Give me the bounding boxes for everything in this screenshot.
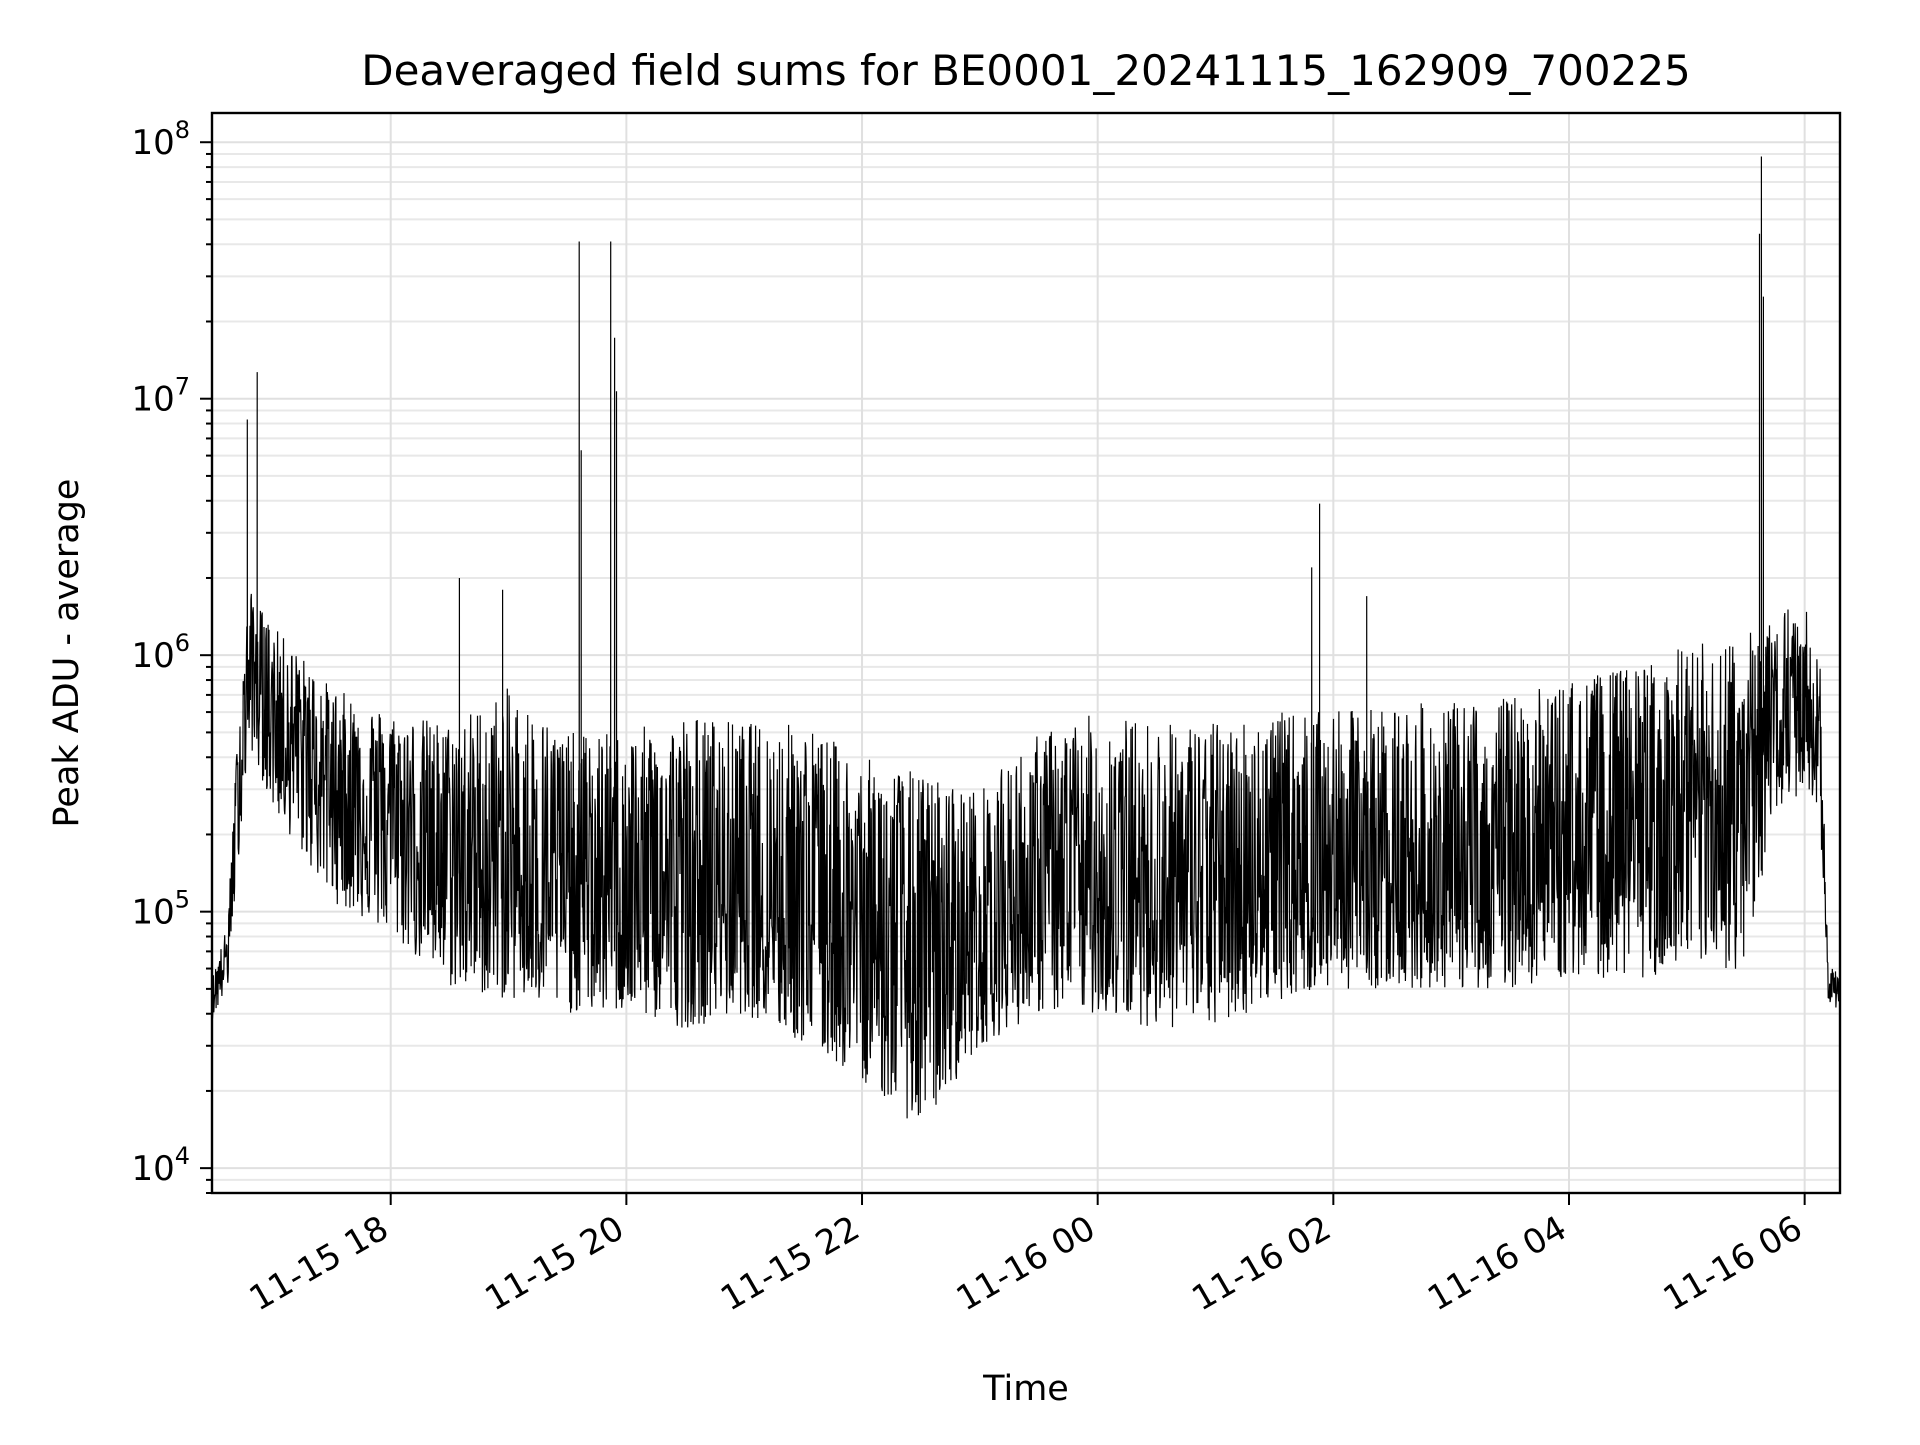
series-line (211, 156, 1841, 1119)
axes-frame (210, 111, 1842, 1195)
chart-title: Deaveraged field sums for BE0001_2024111… (361, 46, 1691, 95)
x-tick-label: 11-15 22 (714, 1208, 866, 1319)
x-tick-label: 11-16 02 (1185, 1208, 1337, 1319)
x-tick-label: 11-15 20 (478, 1208, 630, 1319)
series-layer (211, 156, 1841, 1119)
x-axis-label: Time (982, 1369, 1069, 1409)
x-tick-label: 11-16 06 (1657, 1208, 1809, 1319)
y-tick-label: 106 (131, 629, 190, 676)
y-axis-label: Peak ADU - average (47, 479, 87, 828)
y-tick-label: 108 (131, 116, 190, 163)
y-tick-label: 105 (131, 886, 190, 933)
x-tick-label: 11-16 00 (950, 1208, 1102, 1319)
grid (212, 113, 1840, 1194)
y-tick-label: 104 (131, 1142, 190, 1189)
x-tick-label: 11-15 18 (243, 1208, 395, 1319)
y-tick-label: 107 (131, 373, 190, 420)
x-tick-label: 11-16 04 (1421, 1208, 1573, 1319)
